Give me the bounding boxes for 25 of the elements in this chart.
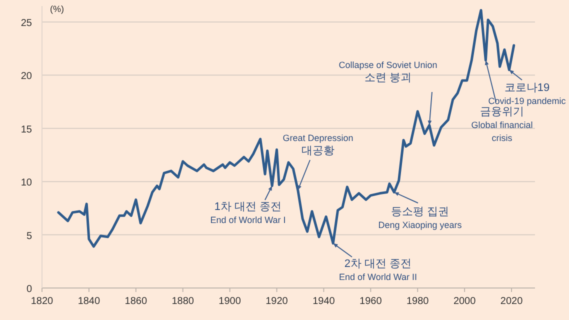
x-tick-label: 1820 <box>30 296 54 307</box>
y-tick-label: 5 <box>26 230 32 242</box>
x-tick-label: 1880 <box>172 296 194 307</box>
x-tick-label: 1960 <box>360 296 382 307</box>
x-tick-label: 1840 <box>78 296 101 307</box>
annotation: Collapse of Soviet Union 소련 붕괴 <box>338 60 438 84</box>
x-tick-label: 1940 <box>312 296 336 307</box>
annotation: 등소평 집권 Deng Xiaoping years <box>378 206 462 230</box>
annotation: Great Depression 대공황 <box>282 133 354 157</box>
y-tick-label: 10 <box>20 178 32 189</box>
y-tick-label: 20 <box>20 71 32 82</box>
annotation: 금융위기 Global financial crisis <box>471 106 533 143</box>
y-tick-label: 0 <box>26 284 32 295</box>
annotation: 코로나19 Covid-19 pandemic <box>488 82 566 106</box>
annotation: 2차 대전 종전 End of World War II <box>338 258 418 282</box>
y-tick-label: 15 <box>20 124 32 136</box>
x-tick-label: 1980 <box>406 296 430 307</box>
x-tick-label: 1920 <box>266 296 288 307</box>
x-tick-label: 2000 <box>453 296 476 307</box>
x-tick-label: 2020 <box>500 296 524 307</box>
annotation: 1차 대전 종전 End of World War I <box>210 201 286 225</box>
x-tick-label: 1860 <box>124 296 148 307</box>
x-tick-label: 1900 <box>218 296 242 307</box>
y-tick-label: 25 <box>20 18 32 29</box>
y-axis-title: (%) <box>50 4 64 14</box>
